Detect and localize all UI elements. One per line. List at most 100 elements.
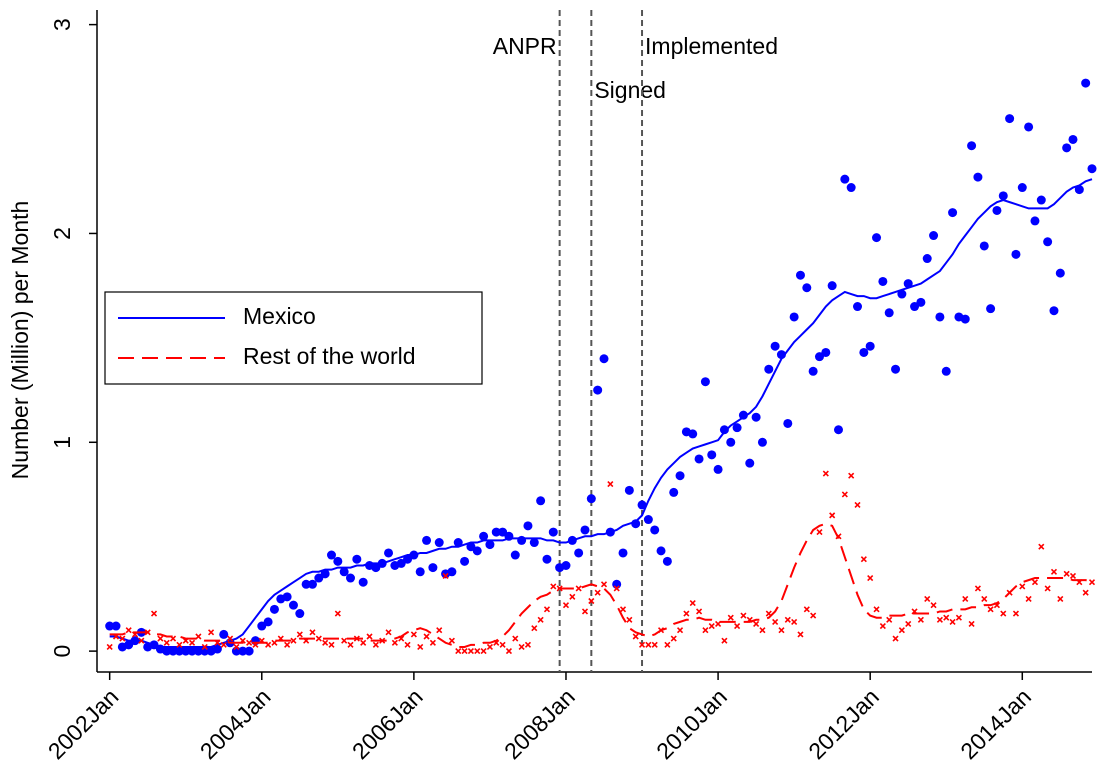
event-label: ANPR xyxy=(493,33,557,59)
point xyxy=(290,637,297,644)
x-tick-label: 2008Jan xyxy=(499,683,580,764)
x-tick-label: 2010Jan xyxy=(651,683,732,764)
point xyxy=(307,579,317,589)
point xyxy=(664,641,671,648)
point xyxy=(738,410,748,420)
point xyxy=(187,646,197,656)
point xyxy=(814,352,824,362)
point xyxy=(174,646,184,656)
point xyxy=(517,535,527,545)
point xyxy=(892,635,899,642)
x-tick-label: 2004Jan xyxy=(195,683,276,764)
point xyxy=(905,620,912,628)
point xyxy=(269,604,279,614)
point xyxy=(619,606,627,613)
point xyxy=(867,574,874,582)
point xyxy=(910,302,920,312)
point xyxy=(246,639,253,646)
point xyxy=(472,546,482,556)
point xyxy=(626,616,633,623)
point xyxy=(854,501,861,508)
point xyxy=(872,233,882,243)
point xyxy=(569,593,576,600)
point xyxy=(485,540,495,550)
point xyxy=(702,627,709,634)
point xyxy=(428,563,438,573)
point xyxy=(593,385,603,395)
point xyxy=(314,573,324,583)
point xyxy=(802,283,812,293)
point xyxy=(295,609,305,619)
point xyxy=(542,554,552,564)
point xyxy=(935,312,945,322)
point xyxy=(821,347,831,357)
point xyxy=(683,610,690,617)
point xyxy=(772,618,779,625)
point xyxy=(125,627,132,634)
point xyxy=(124,640,134,650)
series-line xyxy=(109,522,1093,648)
point xyxy=(244,646,254,656)
point xyxy=(791,618,798,625)
point xyxy=(1043,237,1053,247)
point xyxy=(955,614,962,621)
point xyxy=(119,635,126,642)
point xyxy=(524,641,532,648)
point xyxy=(1012,610,1020,617)
point xyxy=(498,527,508,537)
point xyxy=(588,597,595,605)
point xyxy=(301,579,311,589)
point xyxy=(461,648,468,655)
point xyxy=(886,616,893,623)
point xyxy=(455,648,462,655)
point xyxy=(841,491,848,498)
point xyxy=(778,627,785,634)
point xyxy=(384,548,394,558)
point xyxy=(352,554,362,564)
point xyxy=(662,556,672,566)
point xyxy=(415,567,425,577)
point xyxy=(962,595,969,602)
point xyxy=(479,531,489,541)
point xyxy=(550,583,557,590)
point xyxy=(632,633,639,640)
point xyxy=(878,276,888,286)
point xyxy=(486,643,493,651)
point xyxy=(391,639,398,646)
point xyxy=(898,627,905,634)
point xyxy=(436,627,443,634)
point xyxy=(575,585,582,592)
event-label: Signed xyxy=(594,77,666,103)
point xyxy=(992,205,1002,215)
point xyxy=(941,366,951,376)
point xyxy=(740,612,747,619)
legend-label: Rest of the world xyxy=(243,343,416,369)
point xyxy=(1088,579,1096,586)
point xyxy=(220,641,227,648)
point xyxy=(903,279,913,289)
point xyxy=(105,621,115,631)
point xyxy=(111,621,121,631)
point xyxy=(1055,268,1065,278)
point xyxy=(480,648,487,655)
point xyxy=(751,412,761,422)
point xyxy=(176,641,183,648)
point xyxy=(447,567,457,577)
point xyxy=(341,637,348,644)
point xyxy=(333,556,343,566)
point xyxy=(561,560,571,570)
point xyxy=(339,567,349,577)
point xyxy=(618,548,628,558)
point xyxy=(688,429,698,439)
point xyxy=(853,302,863,312)
point xyxy=(347,641,354,648)
point xyxy=(518,643,525,651)
point xyxy=(1030,216,1040,226)
point xyxy=(643,515,653,525)
point xyxy=(296,631,303,638)
point xyxy=(371,563,381,573)
point xyxy=(410,631,417,638)
point xyxy=(320,569,330,579)
point xyxy=(360,639,367,646)
